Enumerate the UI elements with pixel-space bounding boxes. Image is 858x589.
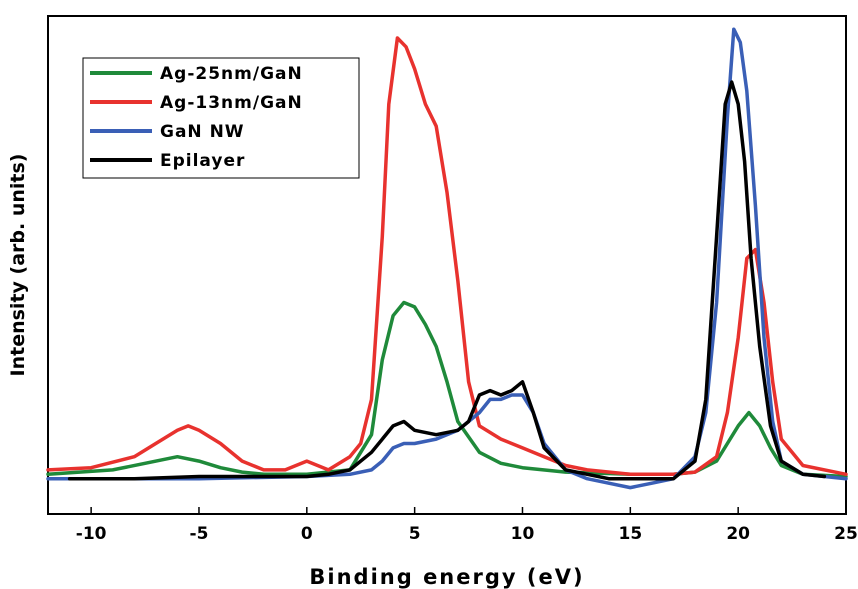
legend-label-2: GaN NW: [160, 122, 245, 142]
series-line-0: [46, 300, 848, 479]
legend: Ag-25nm/GaN Ag-13nm/GaN GaN NW Epilayer: [82, 57, 360, 179]
x-axis-title: Binding energy (eV): [309, 565, 584, 589]
series-line-1: [46, 36, 848, 477]
x-tick-label: 20: [726, 524, 750, 544]
x-tick-label: 15: [618, 524, 642, 544]
legend-label-3: Epilayer: [160, 151, 245, 171]
legend-label-0: Ag-25nm/GaN: [160, 64, 303, 84]
x-tick-label: 5: [409, 524, 421, 544]
x-tick-label: 10: [511, 524, 535, 544]
x-ticks: -10 -5 0 5 10 15 20 25: [76, 507, 858, 544]
plot-frame: [47, 15, 847, 515]
x-tick-label: 25: [834, 524, 858, 544]
x-tick-label: 0: [301, 524, 313, 544]
legend-box: [82, 57, 360, 179]
x-tick-label: -10: [76, 524, 107, 544]
series-line-3: [67, 80, 827, 481]
x-tick-label: -5: [190, 524, 209, 544]
series-layer: [46, 27, 848, 490]
y-axis-title: Intensity (arb. units): [7, 154, 29, 377]
legend-label-1: Ag-13nm/GaN: [160, 93, 303, 113]
